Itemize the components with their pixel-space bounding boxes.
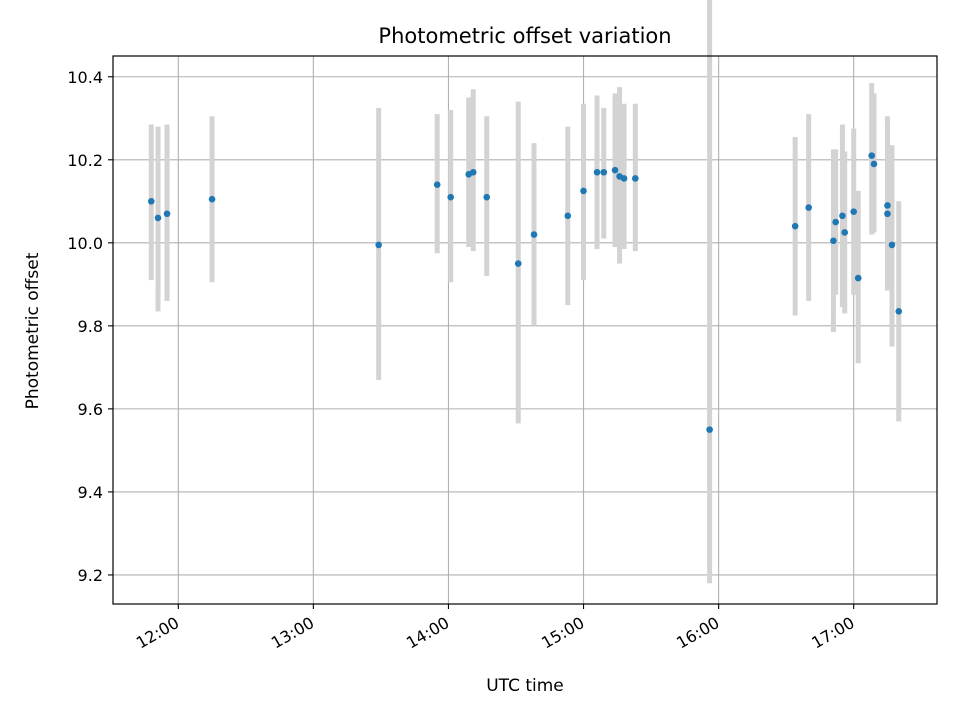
data-point — [854, 274, 862, 282]
y-tick-label: 9.6 — [78, 400, 103, 419]
data-point — [580, 187, 587, 195]
data-point — [841, 229, 848, 236]
data-point — [832, 218, 839, 226]
data-point — [564, 212, 572, 220]
data-point — [839, 212, 846, 220]
y-axis-ticks: 9.2 9.4 9.6 9.8 10.0 10.2 10.4 — [67, 68, 113, 585]
data-point — [163, 210, 171, 218]
x-axis-label: UTC time — [486, 676, 564, 696]
data-point — [870, 160, 878, 168]
chart-title: Photometric offset variation — [378, 24, 671, 48]
data-point — [830, 237, 837, 245]
data-point — [611, 166, 619, 174]
data-point — [620, 175, 628, 182]
data-point — [895, 308, 903, 315]
y-tick-label: 10.4 — [67, 68, 103, 87]
data-point — [469, 168, 477, 176]
data-point — [154, 214, 162, 222]
data-point — [884, 210, 891, 218]
plot-frame — [112, 55, 938, 605]
y-axis-label: Photometric offset — [23, 252, 43, 409]
data-point — [868, 152, 876, 159]
y-tick-label: 9.4 — [78, 483, 103, 502]
y-tick-label: 10.2 — [67, 151, 103, 170]
data-point — [850, 208, 857, 215]
data-point — [884, 202, 891, 209]
y-tick-label: 9.8 — [78, 317, 103, 336]
data-point — [791, 222, 799, 230]
data-point — [514, 260, 522, 267]
data-point — [593, 168, 601, 176]
data-points — [147, 152, 903, 433]
data-point — [433, 181, 441, 188]
data-point — [530, 231, 538, 238]
data-point — [632, 175, 639, 182]
data-point — [208, 195, 216, 203]
y-tick-label: 9.2 — [78, 566, 103, 585]
data-point — [805, 204, 812, 211]
data-point — [706, 426, 713, 433]
data-point — [600, 168, 608, 176]
data-point — [483, 193, 491, 201]
data-point — [447, 193, 455, 201]
data-point — [147, 198, 155, 205]
y-tick-label: 10.0 — [67, 234, 103, 253]
data-point — [888, 241, 896, 249]
data-point — [375, 241, 382, 249]
